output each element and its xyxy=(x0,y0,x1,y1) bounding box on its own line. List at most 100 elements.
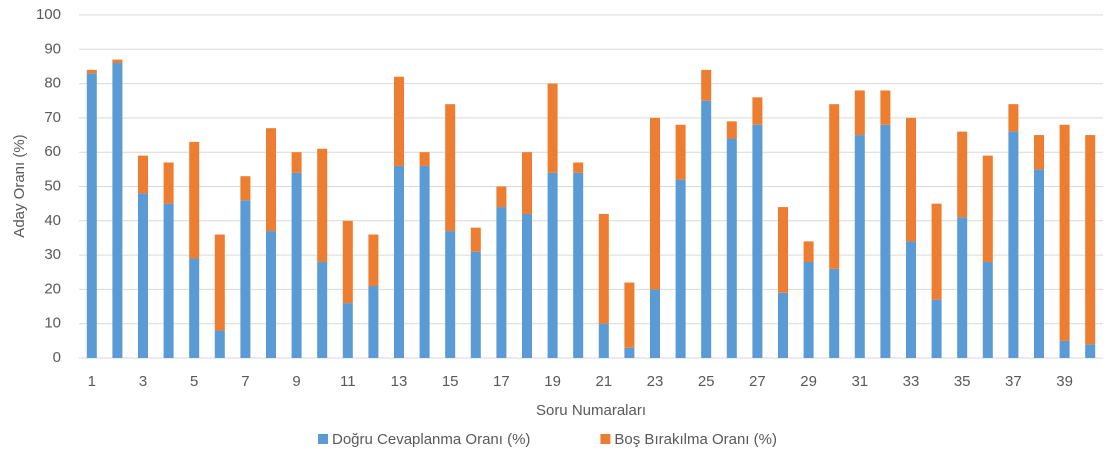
bar-segment xyxy=(829,268,840,358)
bar-segment xyxy=(214,234,225,331)
bar-segment xyxy=(240,200,251,358)
y-tick-label: 90 xyxy=(44,40,61,57)
x-tick-label: 21 xyxy=(595,373,612,390)
bar-segment xyxy=(778,207,788,293)
bar-segment xyxy=(1085,135,1096,345)
bar-segment xyxy=(1059,124,1070,341)
bar-segment xyxy=(1059,340,1070,358)
x-tick-label: 13 xyxy=(391,373,408,390)
x-tick-label: 23 xyxy=(647,373,664,390)
bar-segment xyxy=(598,323,609,358)
bar-segment xyxy=(445,104,456,232)
x-tick-label: 33 xyxy=(903,373,920,390)
bar-segment xyxy=(726,138,737,358)
x-axis-title: Soru Numaraları xyxy=(536,402,646,419)
y-tick-label: 80 xyxy=(44,75,61,92)
bar-segment xyxy=(496,207,507,358)
bar-segment xyxy=(957,217,968,358)
bar-segment xyxy=(189,258,200,358)
bar-segment xyxy=(1034,169,1044,358)
bar-segment xyxy=(547,172,558,358)
y-tick-label: 0 xyxy=(53,349,61,366)
bar-segment xyxy=(906,241,916,358)
bar-segment xyxy=(266,128,276,232)
bar-segment xyxy=(445,231,456,358)
bar-segment xyxy=(163,162,174,204)
y-tick-label: 30 xyxy=(44,246,61,263)
bar-segment xyxy=(394,76,404,166)
bar-segment xyxy=(470,251,481,358)
legend-label: Doğru Cevaplanma Oranı (%) xyxy=(332,431,530,448)
bar-segment xyxy=(419,152,430,166)
bar-segment xyxy=(778,292,788,358)
x-tick-label: 1 xyxy=(88,373,96,390)
bar-segment xyxy=(547,83,558,173)
x-tick-label: 7 xyxy=(241,373,249,390)
y-tick-label: 20 xyxy=(44,280,61,297)
bar-segment xyxy=(112,59,123,64)
bar-segment xyxy=(701,100,712,358)
bar-segment xyxy=(368,285,379,358)
bar-segment xyxy=(573,162,584,173)
x-tick-label: 39 xyxy=(1056,373,1073,390)
x-tick-label: 35 xyxy=(954,373,971,390)
bar-segment xyxy=(189,141,200,259)
bar-segment xyxy=(829,104,840,269)
bar-segment xyxy=(291,152,302,173)
bar-segment xyxy=(1008,131,1019,358)
bar-segment xyxy=(650,117,660,290)
bar-segment xyxy=(982,261,993,358)
y-tick-label: 40 xyxy=(44,212,61,229)
bar-segment xyxy=(240,176,251,201)
bar-segment xyxy=(931,299,942,358)
bar-segment xyxy=(598,213,609,324)
bar-segment xyxy=(675,124,686,180)
bar-segment xyxy=(675,179,686,358)
bar-segment xyxy=(931,203,942,300)
x-tick-label: 29 xyxy=(800,373,817,390)
bar-segment xyxy=(906,117,916,242)
bar-segment xyxy=(752,97,763,125)
bar-segment xyxy=(701,69,712,101)
bar-segment xyxy=(624,282,635,348)
bar-segment xyxy=(982,155,993,262)
x-tick-label: 3 xyxy=(139,373,147,390)
bar-segment xyxy=(1085,344,1096,358)
bar-segment xyxy=(138,193,148,358)
legend-swatch xyxy=(600,434,611,444)
bar-segment xyxy=(803,261,814,358)
bar-segment xyxy=(342,303,353,358)
bar-segment xyxy=(1034,135,1044,170)
bar-segment xyxy=(138,155,148,194)
bar-segment xyxy=(342,220,353,304)
x-tick-label: 37 xyxy=(1005,373,1022,390)
bar-segment xyxy=(419,165,430,358)
x-tick-label: 9 xyxy=(292,373,300,390)
x-tick-label: 5 xyxy=(190,373,198,390)
y-tick-label: 60 xyxy=(44,143,61,160)
bar-segment xyxy=(854,90,865,136)
y-axis-title: Aday Oranı (%) xyxy=(11,134,28,237)
x-tick-label: 27 xyxy=(749,373,766,390)
bar-segment xyxy=(573,172,584,358)
bar-segment xyxy=(317,148,328,262)
bar-segment xyxy=(214,330,225,358)
x-tick-label: 11 xyxy=(340,373,356,390)
bar-segment xyxy=(880,124,891,358)
y-tick-label: 10 xyxy=(44,315,61,332)
bar-segment xyxy=(291,172,302,358)
bar-segment xyxy=(726,121,737,139)
bar-segment xyxy=(266,231,276,358)
bar-segment xyxy=(522,152,532,214)
bar-segment xyxy=(470,227,481,252)
x-tick-label: 31 xyxy=(851,373,868,390)
bar-segment xyxy=(163,203,174,358)
x-tick-label: 15 xyxy=(442,373,459,390)
bar-segment xyxy=(880,90,891,125)
bar-segment xyxy=(394,165,404,358)
bar-segment xyxy=(1008,104,1019,132)
bar-segment xyxy=(624,347,635,358)
x-tick-label: 17 xyxy=(493,373,510,390)
bar-segment xyxy=(496,186,507,208)
